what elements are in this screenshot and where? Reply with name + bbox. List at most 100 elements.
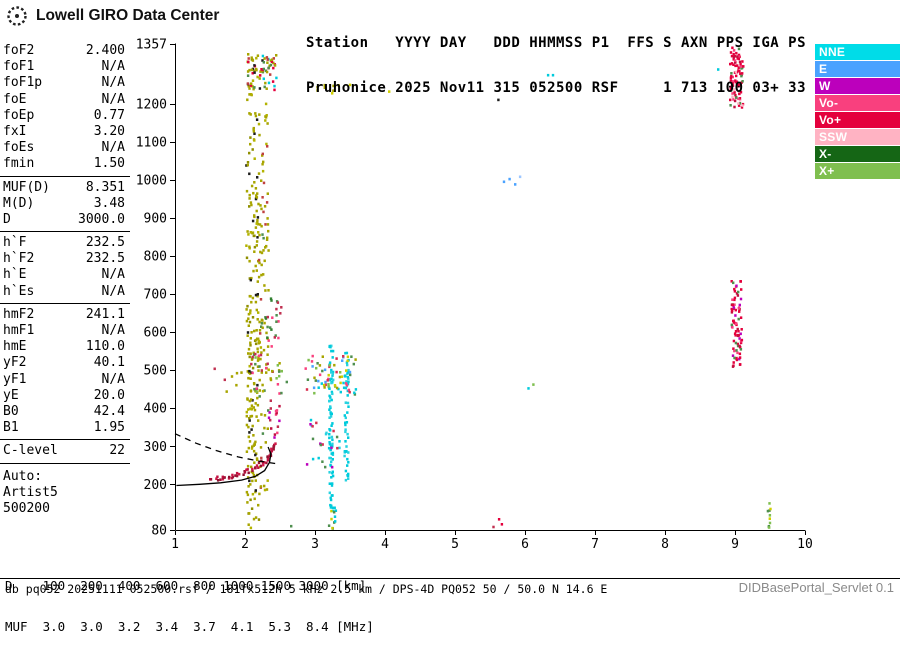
echo-f-trace-echoes	[246, 468, 249, 471]
echo-nine-mhz-upper	[739, 82, 742, 85]
echo-spread-f-column-top-mix	[273, 88, 276, 92]
echo-mixed-blob-500km	[312, 386, 316, 390]
echo-cyan-vertical-2	[347, 380, 350, 384]
echo-nine-mhz-lower	[730, 307, 733, 311]
param-value: N/A	[101, 91, 125, 107]
echo-spread-f-column-right	[265, 238, 269, 241]
param-label: yF1	[3, 371, 27, 387]
param-row-h-f2: h`F2 232.5	[0, 251, 130, 267]
parameter-panel: foF2 2.400 foF1 N/A foF1p N/A foE N/A foEp 0.77 fx…	[0, 42, 130, 517]
echo-spread-f-column-main	[256, 365, 260, 368]
echo-spread-f-column-main	[256, 403, 260, 407]
echo-cyan-vertical-1	[331, 392, 334, 396]
echo-mixed-blob-500km	[354, 358, 357, 361]
echo-spread-f-column-right	[258, 233, 261, 237]
echo-spread-f-column-top-mix	[265, 56, 269, 59]
param-row-foep: foEp 0.77	[0, 108, 130, 124]
echo-above-trace-specks	[268, 411, 271, 414]
echo-mixed-blob-500km	[342, 386, 346, 390]
echo-f-trace-echoes	[265, 461, 268, 465]
echo-mixed-blob-500km	[315, 366, 318, 370]
echo-above-trace-specks	[273, 436, 276, 439]
param-row-hmf1: hmF1 N/A	[0, 323, 130, 339]
echo-spread-f-column-main	[251, 445, 254, 448]
echo-spread-f-column-right	[267, 229, 270, 233]
echo-mixed-blob-left	[255, 387, 258, 390]
param-row-yf2: yF2 40.1	[0, 355, 130, 371]
echo-nine-mhz-upper	[741, 60, 744, 63]
echo-nine-mhz-lower	[731, 303, 735, 307]
echo-cyan-vertical-2	[345, 351, 349, 355]
echo-mixed-blob-500km	[346, 355, 350, 359]
auto-scaler-block: Auto: Artist5 500200	[0, 466, 130, 518]
echo-spread-f-column-right	[262, 160, 265, 164]
echo-spread-f-column-main	[254, 226, 258, 229]
echo-mixed-blob-500km	[314, 379, 317, 382]
echo-spread-f-column-right	[257, 258, 261, 262]
legend-item-w: W	[815, 78, 900, 94]
echo-nine-mhz-upper	[741, 80, 744, 83]
echo-spread-f-column-main	[256, 318, 259, 321]
echo-nine-mhz-upper	[737, 66, 740, 69]
echo-spread-f-column-main	[251, 366, 255, 370]
echo-cyan-vertical-1	[329, 498, 333, 502]
echo-spread-f-column-right	[266, 236, 269, 240]
param-row-b0: B0 42.4	[0, 404, 130, 420]
echo-cyan-vertical-2	[343, 454, 346, 458]
echo-specks-300km	[324, 432, 328, 436]
echo-cyan-vertical-1	[330, 444, 333, 448]
didbase-portal-page: { "header": { "brand": "Lowell GIRO Data…	[0, 6, 900, 633]
echo-cyan-vertical-2	[347, 371, 350, 374]
echo-above-trace-specks	[274, 409, 278, 413]
echo-spread-f-column-main	[255, 196, 259, 199]
echo-spread-f-column-top-mix	[270, 60, 274, 63]
echo-spread-f-column-right	[261, 196, 264, 199]
echo-spread-f-column-right	[260, 273, 263, 277]
param-label: B0	[3, 403, 19, 419]
echo-above-trace-specks	[270, 427, 273, 430]
echo-spread-f-column-main	[249, 93, 253, 96]
echo-spread-f-column-top-mix	[258, 77, 261, 80]
echo-nine-mhz-upper	[731, 75, 734, 79]
echo-cyan-bottom	[333, 506, 336, 510]
echo-mixed-blob-500km	[344, 382, 348, 385]
echo-spread-f-column-main	[248, 193, 251, 197]
echo-nine-mhz-upper	[729, 62, 732, 66]
echo-spread-f-column-right	[266, 345, 270, 348]
echo-spread-f-column-main	[251, 231, 254, 235]
echo-spread-f-column-right	[265, 142, 268, 146]
echo-spread-f-column-right	[261, 152, 264, 156]
echo-spread-f-column-main	[250, 331, 253, 334]
echo-spread-f-column-right	[266, 217, 269, 220]
y-tick-label: 1000	[136, 173, 167, 188]
echo-f-trace-echoes	[262, 463, 265, 467]
echo-mixed-blob-left	[253, 387, 256, 391]
echo-mixed-blob-left	[278, 370, 281, 373]
echo-cyan-vertical-1	[331, 372, 334, 376]
echo-mixed-blob-500km	[337, 387, 340, 391]
param-row-h-e: h`E N/A	[0, 267, 130, 283]
echo-spread-f-column-main	[248, 355, 251, 359]
echo-spread-f-column-main	[255, 67, 258, 71]
echo-spread-f-column-main	[257, 503, 260, 507]
echo-spread-f-column-right	[260, 207, 263, 211]
echo-cyan-vertical-2	[344, 351, 347, 355]
echo-spread-f-column-right	[266, 223, 270, 226]
echo-spread-f-column-right	[261, 326, 264, 330]
echo-cyan-vertical-2	[347, 461, 350, 464]
param-row-hme: hmE 110.0	[0, 339, 130, 355]
echo-cyan-vertical-1	[330, 381, 333, 385]
echo-nine-mhz-upper	[731, 95, 734, 99]
echo-nine-mhz-upper	[739, 63, 742, 66]
echo-spread-f-column-top-mix	[272, 57, 275, 60]
echo-nine-mhz-upper	[732, 98, 735, 101]
echo-cyan-vertical-1	[330, 398, 333, 402]
echo-nine-mhz-upper	[741, 104, 744, 107]
echo-spread-f-column-main	[253, 215, 256, 219]
echo-green-9p5	[768, 526, 771, 529]
echo-nine-mhz-lower	[739, 348, 743, 351]
echo-spread-f-column-main	[250, 428, 253, 431]
echo-mixed-blob-500km	[327, 382, 330, 386]
echo-spread-f-column-main	[254, 479, 257, 482]
echo-nine-mhz-upper	[740, 74, 743, 78]
